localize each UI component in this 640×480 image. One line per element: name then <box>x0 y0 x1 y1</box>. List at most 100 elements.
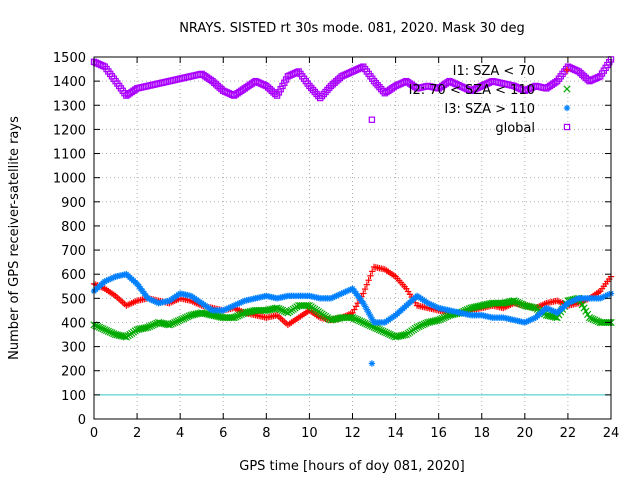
marker-stroke <box>350 314 358 323</box>
data-point <box>146 322 154 331</box>
marker-stroke <box>232 313 240 321</box>
x-tick-label: 2 <box>133 426 141 441</box>
marker-stroke <box>546 312 554 320</box>
data-point <box>418 321 427 329</box>
data-point <box>237 310 245 319</box>
marker-stroke <box>99 325 107 333</box>
data-point <box>365 321 373 329</box>
legend-marker <box>563 104 571 112</box>
marker-stroke <box>382 329 391 337</box>
marker-stroke <box>104 327 112 335</box>
marker-stroke <box>595 73 602 81</box>
marker-stroke <box>544 312 552 320</box>
marker-stroke <box>230 314 238 322</box>
marker-stroke <box>176 316 184 324</box>
marker-stroke <box>526 303 534 311</box>
marker-stroke <box>183 313 191 321</box>
y-axis-label: Number of GPS receiver-satellite rays <box>7 116 22 360</box>
marker-stroke <box>235 311 244 319</box>
marker-stroke <box>214 82 222 90</box>
data-point <box>530 303 538 312</box>
data-point <box>101 326 109 334</box>
data-point <box>102 326 111 335</box>
marker-stroke <box>155 318 163 327</box>
data-point <box>216 84 223 91</box>
marker-stroke <box>530 303 538 312</box>
legend-marker <box>563 85 571 93</box>
data-point <box>147 322 156 330</box>
y-tick-label: 500 <box>61 292 86 307</box>
marker-stroke <box>147 322 156 330</box>
marker-stroke <box>415 322 423 331</box>
data-point <box>415 322 423 331</box>
marker-stroke <box>272 90 279 98</box>
legend-label: I1: SZA < 70 <box>453 64 535 79</box>
data-point <box>354 299 362 307</box>
marker-stroke <box>151 320 159 328</box>
data-point <box>149 321 157 329</box>
data-point <box>282 76 290 83</box>
marker-stroke <box>329 81 336 88</box>
data-point <box>334 76 342 83</box>
data-point <box>413 323 421 331</box>
data-point <box>420 320 428 328</box>
marker-stroke <box>199 309 208 317</box>
marker-stroke <box>171 318 179 327</box>
data-point <box>512 297 520 306</box>
data-point <box>386 330 394 339</box>
marker-stroke <box>579 71 586 78</box>
marker-stroke <box>160 320 168 328</box>
data-point <box>369 268 376 275</box>
data-point <box>589 315 597 323</box>
marker-stroke <box>514 298 522 306</box>
marker-stroke <box>178 315 186 323</box>
data-point <box>174 317 182 325</box>
data-point <box>440 314 448 322</box>
x-tick-label: 14 <box>387 426 404 441</box>
marker-stroke <box>158 319 166 327</box>
legend-label: I3: SZA > 110 <box>444 102 535 117</box>
data-point <box>365 277 372 284</box>
marker-stroke <box>580 73 588 80</box>
legend-label: I2: 70 < SZA < 110 <box>409 83 535 98</box>
data-point <box>95 323 104 331</box>
marker-stroke <box>113 331 121 339</box>
legend-label: global <box>495 121 535 136</box>
data-point <box>442 313 450 321</box>
marker-stroke <box>119 332 127 340</box>
marker-stroke <box>149 321 157 329</box>
marker-stroke <box>582 307 590 315</box>
data-point <box>417 322 425 330</box>
data-point <box>106 328 114 336</box>
data-point <box>436 315 445 323</box>
y-tick-label: 900 <box>61 196 86 211</box>
marker-stroke <box>375 326 384 334</box>
data-point <box>517 300 525 308</box>
data-point <box>99 62 107 70</box>
marker-stroke <box>97 324 105 332</box>
data-point <box>593 317 601 325</box>
data-point <box>272 90 279 98</box>
data-point <box>273 304 281 312</box>
data-point <box>552 79 559 86</box>
marker-stroke <box>361 319 369 327</box>
marker-stroke <box>144 323 152 331</box>
marker-stroke <box>266 85 274 93</box>
marker-stroke <box>591 316 599 324</box>
marker-stroke <box>281 79 288 86</box>
marker-stroke <box>279 82 286 90</box>
marker-stroke <box>277 305 285 314</box>
marker-stroke <box>363 320 371 328</box>
marker-stroke <box>575 68 582 75</box>
data-point <box>209 77 216 85</box>
marker-stroke <box>111 330 120 339</box>
data-point <box>360 290 367 297</box>
marker-stroke <box>352 315 360 323</box>
marker-stroke <box>367 313 374 319</box>
marker-stroke <box>169 319 177 327</box>
data-point <box>264 84 272 91</box>
data-point <box>580 73 588 80</box>
x-tick-label: 6 <box>219 426 227 441</box>
marker-stroke <box>512 297 520 306</box>
